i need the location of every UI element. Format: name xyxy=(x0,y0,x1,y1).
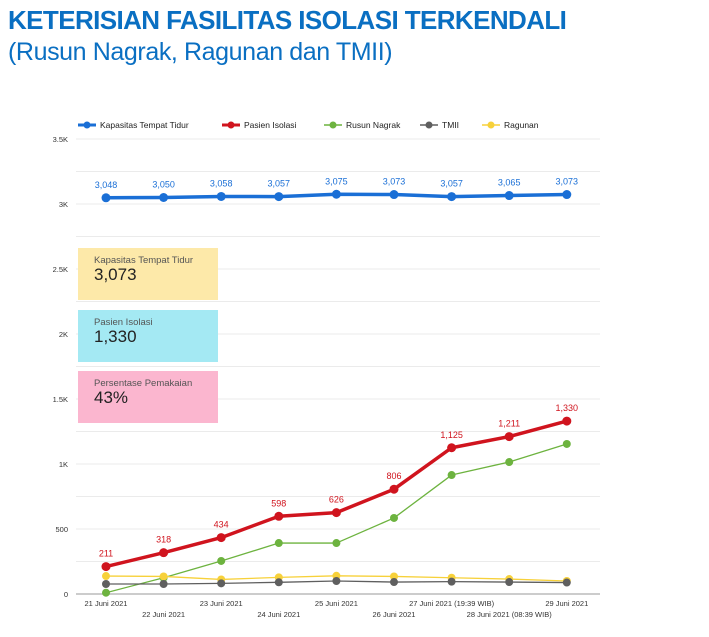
y-tick-label: 500 xyxy=(55,525,68,534)
data-point xyxy=(274,511,284,521)
scorecard-label: Pasien Isolasi xyxy=(94,317,153,328)
x-tick-label: 24 Juni 2021 xyxy=(257,610,300,619)
data-label: 1,211 xyxy=(498,419,520,429)
data-point xyxy=(332,539,341,548)
legend-label: Pasien Isolasi xyxy=(244,120,297,130)
data-point xyxy=(216,191,226,201)
data-label: 3,075 xyxy=(325,176,348,186)
data-point xyxy=(331,189,341,199)
data-label: 598 xyxy=(271,498,286,508)
scorecard-usage: Persentase Pemakaian 43% xyxy=(78,371,218,423)
y-tick-label: 2.5K xyxy=(53,265,68,274)
data-point xyxy=(390,572,398,581)
data-point xyxy=(562,439,571,448)
scorecard-value: 43% xyxy=(94,388,129,407)
legend-label: Rusun Nagrak xyxy=(346,120,401,130)
x-tick-label: 23 Juni 2021 xyxy=(200,599,243,608)
page-subtitle: (Rusun Nagrak, Ragunan dan TMII) xyxy=(8,38,393,66)
scorecard-label: Kapasitas Tempat Tidur xyxy=(94,255,194,266)
data-label: 434 xyxy=(214,520,229,530)
data-label: 3,058 xyxy=(210,178,233,188)
legend-label: Kapasitas Tempat Tidur xyxy=(100,120,189,130)
data-point xyxy=(217,579,226,588)
data-point xyxy=(102,579,110,588)
y-tick-label: 2K xyxy=(59,330,68,339)
data-point xyxy=(504,191,514,201)
data-point xyxy=(562,416,572,426)
legend-marker-3 xyxy=(425,121,433,129)
data-point xyxy=(159,548,169,558)
legend-marker-0 xyxy=(83,121,91,129)
legend-marker-1 xyxy=(227,121,235,129)
legend-label: TMII xyxy=(442,120,459,130)
data-point xyxy=(101,562,111,572)
data-point xyxy=(504,432,514,442)
data-point xyxy=(101,193,111,203)
data-point xyxy=(389,484,399,494)
data-label: 3,065 xyxy=(498,178,521,188)
data-point xyxy=(447,471,456,480)
series-line-rusun-nagrak xyxy=(105,443,567,594)
data-point xyxy=(217,556,226,565)
data-point xyxy=(447,192,457,202)
x-tick-label: 26 Juni 2021 xyxy=(373,610,416,619)
data-point xyxy=(216,533,226,543)
scorecard-label: Persentase Pemakaian xyxy=(94,378,193,389)
data-point xyxy=(332,577,341,585)
x-tick-label: 29 Juni 2021 xyxy=(545,599,588,608)
legend-marker-4 xyxy=(487,121,495,129)
scorecard-value: 1,330 xyxy=(94,327,137,346)
data-point xyxy=(331,508,341,518)
data-label: 1,125 xyxy=(440,430,463,440)
scorecard-patients: Pasien Isolasi 1,330 xyxy=(78,310,218,362)
data-point xyxy=(159,572,168,581)
data-point xyxy=(274,539,283,548)
data-point xyxy=(389,190,399,200)
data-label: 318 xyxy=(156,535,171,545)
scorecard-capacity: Kapasitas Tempat Tidur 3,073 xyxy=(78,248,218,300)
data-point xyxy=(562,578,571,587)
legend-label: Ragunan xyxy=(504,120,539,130)
y-tick-label: 3.5K xyxy=(53,135,68,144)
y-tick-label: 1.5K xyxy=(53,395,68,404)
y-tick-label: 1K xyxy=(59,460,68,469)
data-point xyxy=(505,578,514,587)
x-tick-label: 25 Juni 2021 xyxy=(315,599,358,608)
data-point xyxy=(447,577,456,586)
scorecard-value: 3,073 xyxy=(94,265,137,284)
x-tick-label: 22 Juni 2021 xyxy=(142,610,185,619)
page-title: KETERISIAN FASILITAS ISOLASI TERKENDALI xyxy=(8,5,567,35)
x-tick-label: 27 Juni 2021 (19:39 WIB) xyxy=(409,599,495,608)
data-label: 211 xyxy=(99,549,113,559)
data-label: 3,057 xyxy=(440,179,463,189)
data-label: 1,330 xyxy=(556,403,579,413)
legend-marker-2 xyxy=(329,121,337,129)
data-point xyxy=(390,578,398,587)
data-point xyxy=(159,193,169,202)
data-point xyxy=(274,192,284,202)
data-point xyxy=(102,572,110,581)
data-label: 806 xyxy=(386,471,401,481)
data-point xyxy=(274,578,283,587)
data-point xyxy=(447,443,457,453)
data-label: 626 xyxy=(329,495,344,505)
data-point xyxy=(562,190,572,200)
data-label: 3,073 xyxy=(556,177,579,187)
data-label: 3,048 xyxy=(95,180,118,190)
y-tick-label: 3K xyxy=(59,200,68,209)
x-tick-label: 28 Juni 2021 (08:39 WIB) xyxy=(467,610,553,619)
y-tick-label: 0 xyxy=(64,590,68,599)
data-label: 3,073 xyxy=(383,177,406,187)
data-point xyxy=(390,513,398,522)
data-label: 3,057 xyxy=(268,179,291,189)
data-label: 3,050 xyxy=(152,180,175,190)
data-point xyxy=(102,588,110,597)
data-point xyxy=(159,579,168,588)
data-point xyxy=(505,458,514,467)
x-tick-label: 21 Juni 2021 xyxy=(85,599,128,608)
